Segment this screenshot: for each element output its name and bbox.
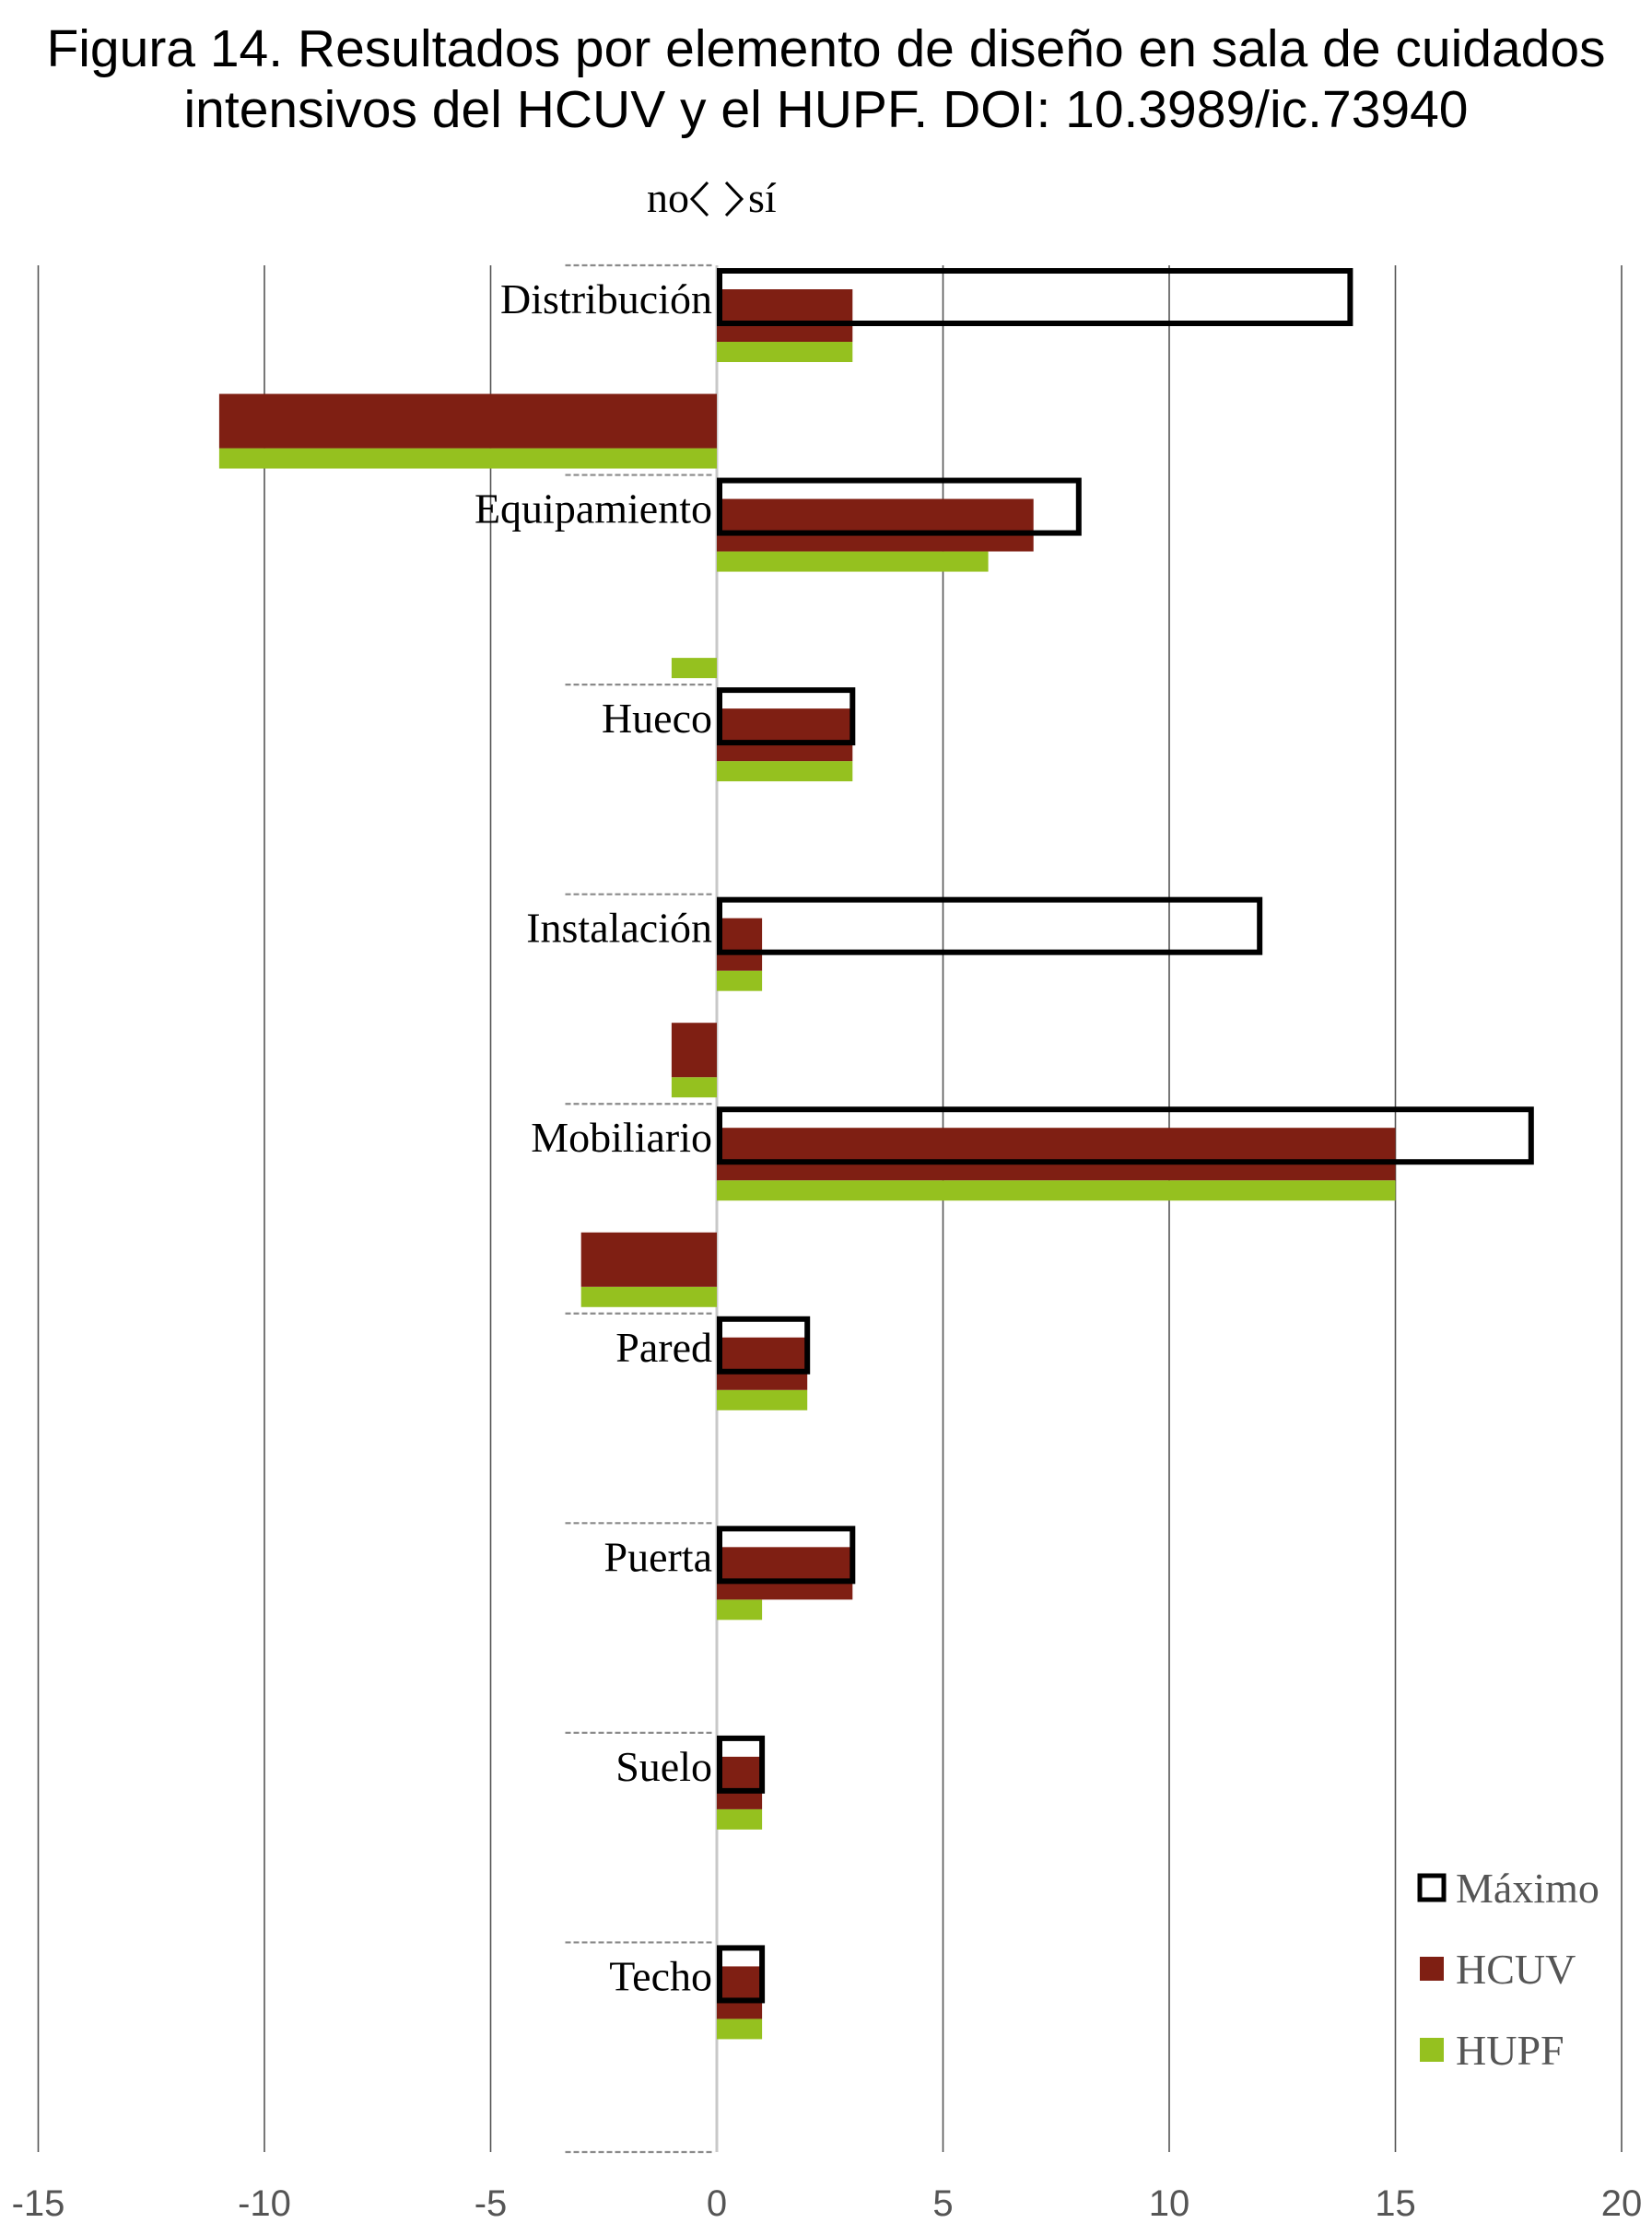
bar-hupf-neg-mobiliario — [671, 1077, 717, 1098]
bar-hcuv-instalacion — [717, 918, 763, 971]
bar-hupf-neg-equipamiento — [218, 448, 717, 469]
bar-maximo-pared — [717, 1316, 811, 1375]
bar-hupf-equipamiento — [717, 551, 989, 572]
legend-swatch-maximo — [1417, 1873, 1447, 1902]
x-tick-label: 10 — [1149, 2183, 1190, 2223]
annotation-no: no — [647, 174, 689, 221]
bar-hupf-techo — [717, 2018, 763, 2040]
bar-hcuv-suelo — [717, 1756, 763, 1809]
no-si-annotation: no sí — [647, 174, 777, 221]
category-label-instalacion: Instalación — [526, 905, 712, 952]
category-label-techo: Techo — [609, 1952, 712, 1999]
chart-title-line-2: intensivos del HCUV y el HUPF. DOI: 10.3… — [183, 80, 1469, 139]
category-label-puerta: Puerta — [603, 1533, 712, 1580]
chart-title: Figura 14. Resultados por elemento de di… — [0, 18, 1652, 140]
bar-maximo-mobiliario — [717, 1106, 1534, 1165]
bar-hcuv-equipamiento — [717, 498, 1034, 552]
chevron-left-icon — [689, 181, 709, 217]
bar-hupf-pared — [717, 1389, 808, 1410]
bar-hcuv-neg-mobiliario — [671, 1023, 717, 1078]
bar-hcuv-hueco — [717, 708, 853, 762]
x-tick-label: 5 — [932, 2183, 953, 2223]
chart-title-line-1: Figura 14. Resultados por elemento de di… — [46, 19, 1606, 78]
category-label-equipamiento: Equipamiento — [475, 486, 712, 532]
bar-hcuv-mobiliario — [717, 1128, 1396, 1181]
bar-maximo-distribucion — [717, 268, 1353, 326]
bar-hupf-distribucion — [717, 342, 853, 362]
chevron-right-icon — [724, 181, 744, 217]
bars — [218, 268, 1534, 2040]
bar-hcuv-pared — [717, 1337, 808, 1390]
bar-hcuv-neg-equipamiento — [218, 393, 717, 449]
category-label-suelo: Suelo — [615, 1743, 712, 1790]
bar-hupf-puerta — [717, 1599, 763, 1620]
bar-hupf-hueco — [717, 761, 853, 782]
legend-label-maximo: Máximo — [1456, 1865, 1599, 1912]
category-labels: Distribución Equipamiento Hueco Instalación… — [475, 275, 712, 1999]
bar-hupf-instalacion — [717, 970, 763, 991]
legend-swatch-hupf — [1420, 2038, 1444, 2062]
category-label-distribucion: Distribución — [500, 275, 712, 322]
bar-maximo-puerta — [717, 1526, 856, 1585]
legend-label-hcuv: HCUV — [1456, 1946, 1576, 1993]
bar-hupf-suelo — [717, 1808, 763, 1830]
bar-hupf-mobiliario — [717, 1180, 1396, 1201]
legend: Máximo HCUV HUPF — [1417, 1865, 1599, 2074]
category-label-pared: Pared — [615, 1324, 712, 1371]
gridlines — [37, 265, 1623, 2152]
bar-hcuv-puerta — [717, 1547, 853, 1600]
bar-hcuv-distribucion — [717, 289, 853, 342]
category-separators — [565, 263, 715, 2154]
bar-maximo-suelo — [717, 1735, 766, 1794]
bar-maximo-techo — [717, 1945, 766, 2004]
bar-hcuv-techo — [717, 1966, 763, 2019]
annotation-si: sí — [748, 174, 777, 221]
bar-hupf-neg-pared — [580, 1286, 717, 1307]
x-tick-label: -15 — [12, 2183, 65, 2223]
x-tick-label: 20 — [1601, 2183, 1643, 2223]
legend-label-hupf: HUPF — [1456, 2027, 1564, 2074]
bar-hcuv-neg-pared — [580, 1232, 717, 1287]
bar-maximo-equipamiento — [717, 477, 1082, 536]
x-tick-labels: -15 -10 -5 0 5 10 15 20 — [12, 2183, 1643, 2223]
x-tick-label: -10 — [238, 2183, 291, 2223]
bar-hupf-neg-hueco — [671, 658, 717, 679]
bar-maximo-hueco — [717, 687, 856, 746]
x-tick-label: -5 — [475, 2183, 508, 2223]
legend-swatch-hcuv — [1420, 1957, 1444, 1981]
category-label-mobiliario: Mobiliario — [531, 1114, 712, 1161]
category-label-hueco: Hueco — [602, 695, 712, 742]
x-tick-label: 0 — [707, 2183, 727, 2223]
x-tick-label: 15 — [1375, 2183, 1416, 2223]
bar-maximo-instalacion — [717, 896, 1263, 955]
